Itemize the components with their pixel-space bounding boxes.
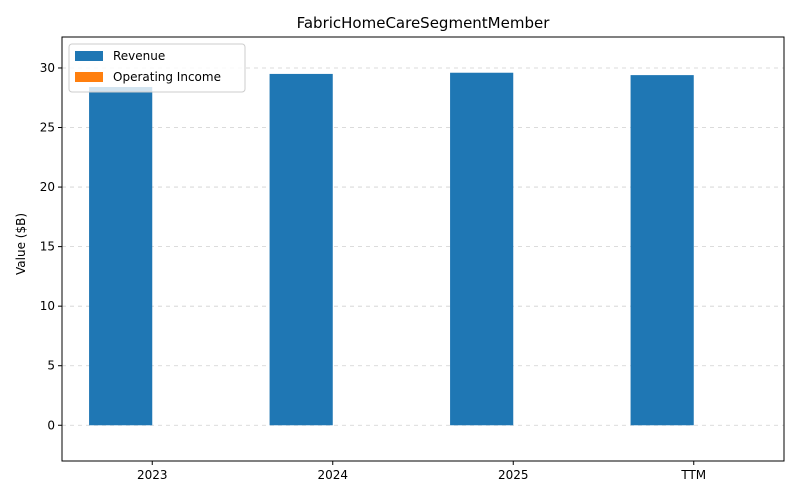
x-axis-ticks: 2023 2024 2025 TTM xyxy=(137,461,706,482)
legend-label-operating-income: Operating Income xyxy=(113,70,221,84)
y-tick-label: 10 xyxy=(40,299,55,313)
x-tick-label: 2024 xyxy=(317,468,348,482)
bar-revenue-2025 xyxy=(450,73,513,426)
x-tick-label: 2025 xyxy=(498,468,529,482)
y-axis-label: Value ($B) xyxy=(14,213,28,275)
y-tick-label: 0 xyxy=(47,418,55,432)
x-tick-label: 2023 xyxy=(137,468,168,482)
bars xyxy=(89,73,757,426)
bar-revenue-2023 xyxy=(89,87,152,425)
legend-swatch-revenue xyxy=(75,51,103,61)
y-axis-ticks: 0 5 10 15 20 25 30 xyxy=(40,61,62,432)
legend-swatch-operating-income xyxy=(75,72,103,82)
y-tick-label: 20 xyxy=(40,180,55,194)
x-tick-label: TTM xyxy=(680,468,706,482)
bar-revenue-2024 xyxy=(270,74,333,425)
chart-title: FabricHomeCareSegmentMember xyxy=(297,14,551,32)
y-tick-label: 15 xyxy=(40,240,55,254)
y-tick-label: 25 xyxy=(40,121,55,135)
legend-label-revenue: Revenue xyxy=(113,49,165,63)
bar-revenue-ttm xyxy=(631,75,694,425)
legend: Revenue Operating Income xyxy=(69,44,245,92)
y-tick-label: 30 xyxy=(40,61,55,75)
y-tick-label: 5 xyxy=(47,359,55,373)
